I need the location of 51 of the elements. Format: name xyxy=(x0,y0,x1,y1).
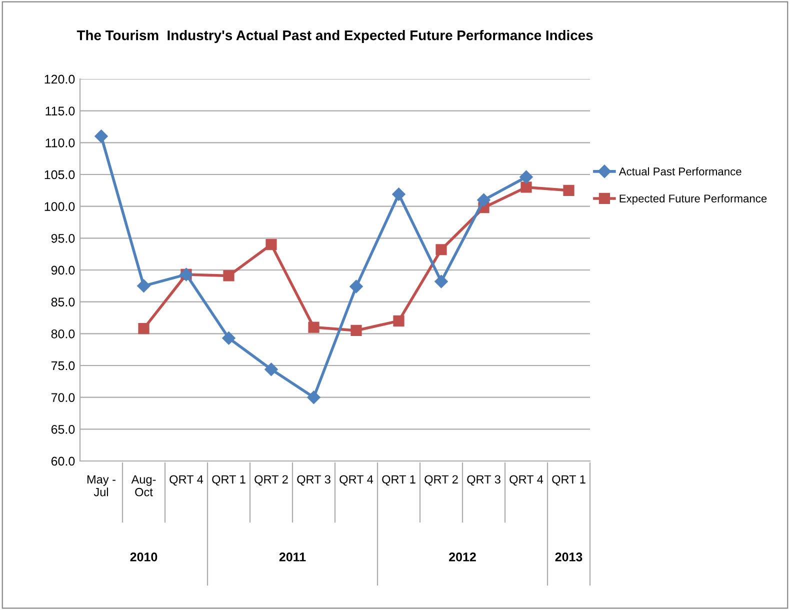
x-tick-label: QRT 2 xyxy=(424,475,458,486)
y-tick-label: 105.0 xyxy=(44,170,75,180)
y-tick-label: 75.0 xyxy=(51,361,75,370)
point xyxy=(94,130,108,143)
x-tick-label: Aug- Oct xyxy=(131,475,156,496)
x-tick-label: QRT 3 xyxy=(467,475,500,486)
y-tick-label: 90.0 xyxy=(51,266,75,275)
point xyxy=(350,324,362,336)
y-tick-label: 60.0 xyxy=(51,456,75,466)
x-tick-label: QRT 1 xyxy=(552,475,586,486)
x-tick-label: QRT 2 xyxy=(254,475,288,486)
y-tick-label: 120.0 xyxy=(44,74,75,84)
point xyxy=(434,274,448,288)
x-tick-label: QRT 4 xyxy=(510,475,544,486)
x-tick-label: QRT 1 xyxy=(382,475,416,486)
point xyxy=(137,279,150,293)
text: 2010 xyxy=(130,552,158,562)
y-tick-label: 80.0 xyxy=(51,329,75,338)
y-tick-label: 70.0 xyxy=(51,393,75,402)
x-tick-label: May - Jul xyxy=(87,475,116,496)
x-tick-label: QRT 3 xyxy=(297,475,330,486)
chart-title: The Tourism Industry's Actual Past and Expected Future Performance Indices xyxy=(76,30,593,43)
point xyxy=(222,332,236,345)
point xyxy=(138,323,150,334)
point xyxy=(563,184,574,196)
point xyxy=(266,238,277,250)
point xyxy=(308,322,320,333)
point xyxy=(436,244,447,256)
point xyxy=(264,362,278,376)
text: 2012 xyxy=(449,552,476,562)
point xyxy=(307,390,320,404)
point xyxy=(520,170,533,184)
legend-label: Actual Past Performance xyxy=(618,167,742,176)
text: 2013 xyxy=(555,552,582,562)
y-tick-label: 85.0 xyxy=(51,298,75,306)
y-tick-label: 95.0 xyxy=(51,234,75,243)
text: 2011 xyxy=(279,552,306,562)
point xyxy=(477,193,490,207)
point xyxy=(223,270,234,282)
point xyxy=(393,315,404,326)
y-tick-label: 110.0 xyxy=(46,138,75,148)
y-tick-label: 100.0 xyxy=(44,202,75,211)
point xyxy=(350,280,363,294)
x-tick-label: QRT 4 xyxy=(170,475,204,486)
x-tick-label: QRT 4 xyxy=(340,475,374,486)
y-tick-label: 65.0 xyxy=(51,424,75,434)
x-tick-label: QRT 1 xyxy=(212,475,246,486)
point xyxy=(392,188,406,201)
point xyxy=(520,182,532,193)
y-tick-label: 115.0 xyxy=(46,106,75,116)
legend-label: Expected Future Performance xyxy=(620,194,767,205)
